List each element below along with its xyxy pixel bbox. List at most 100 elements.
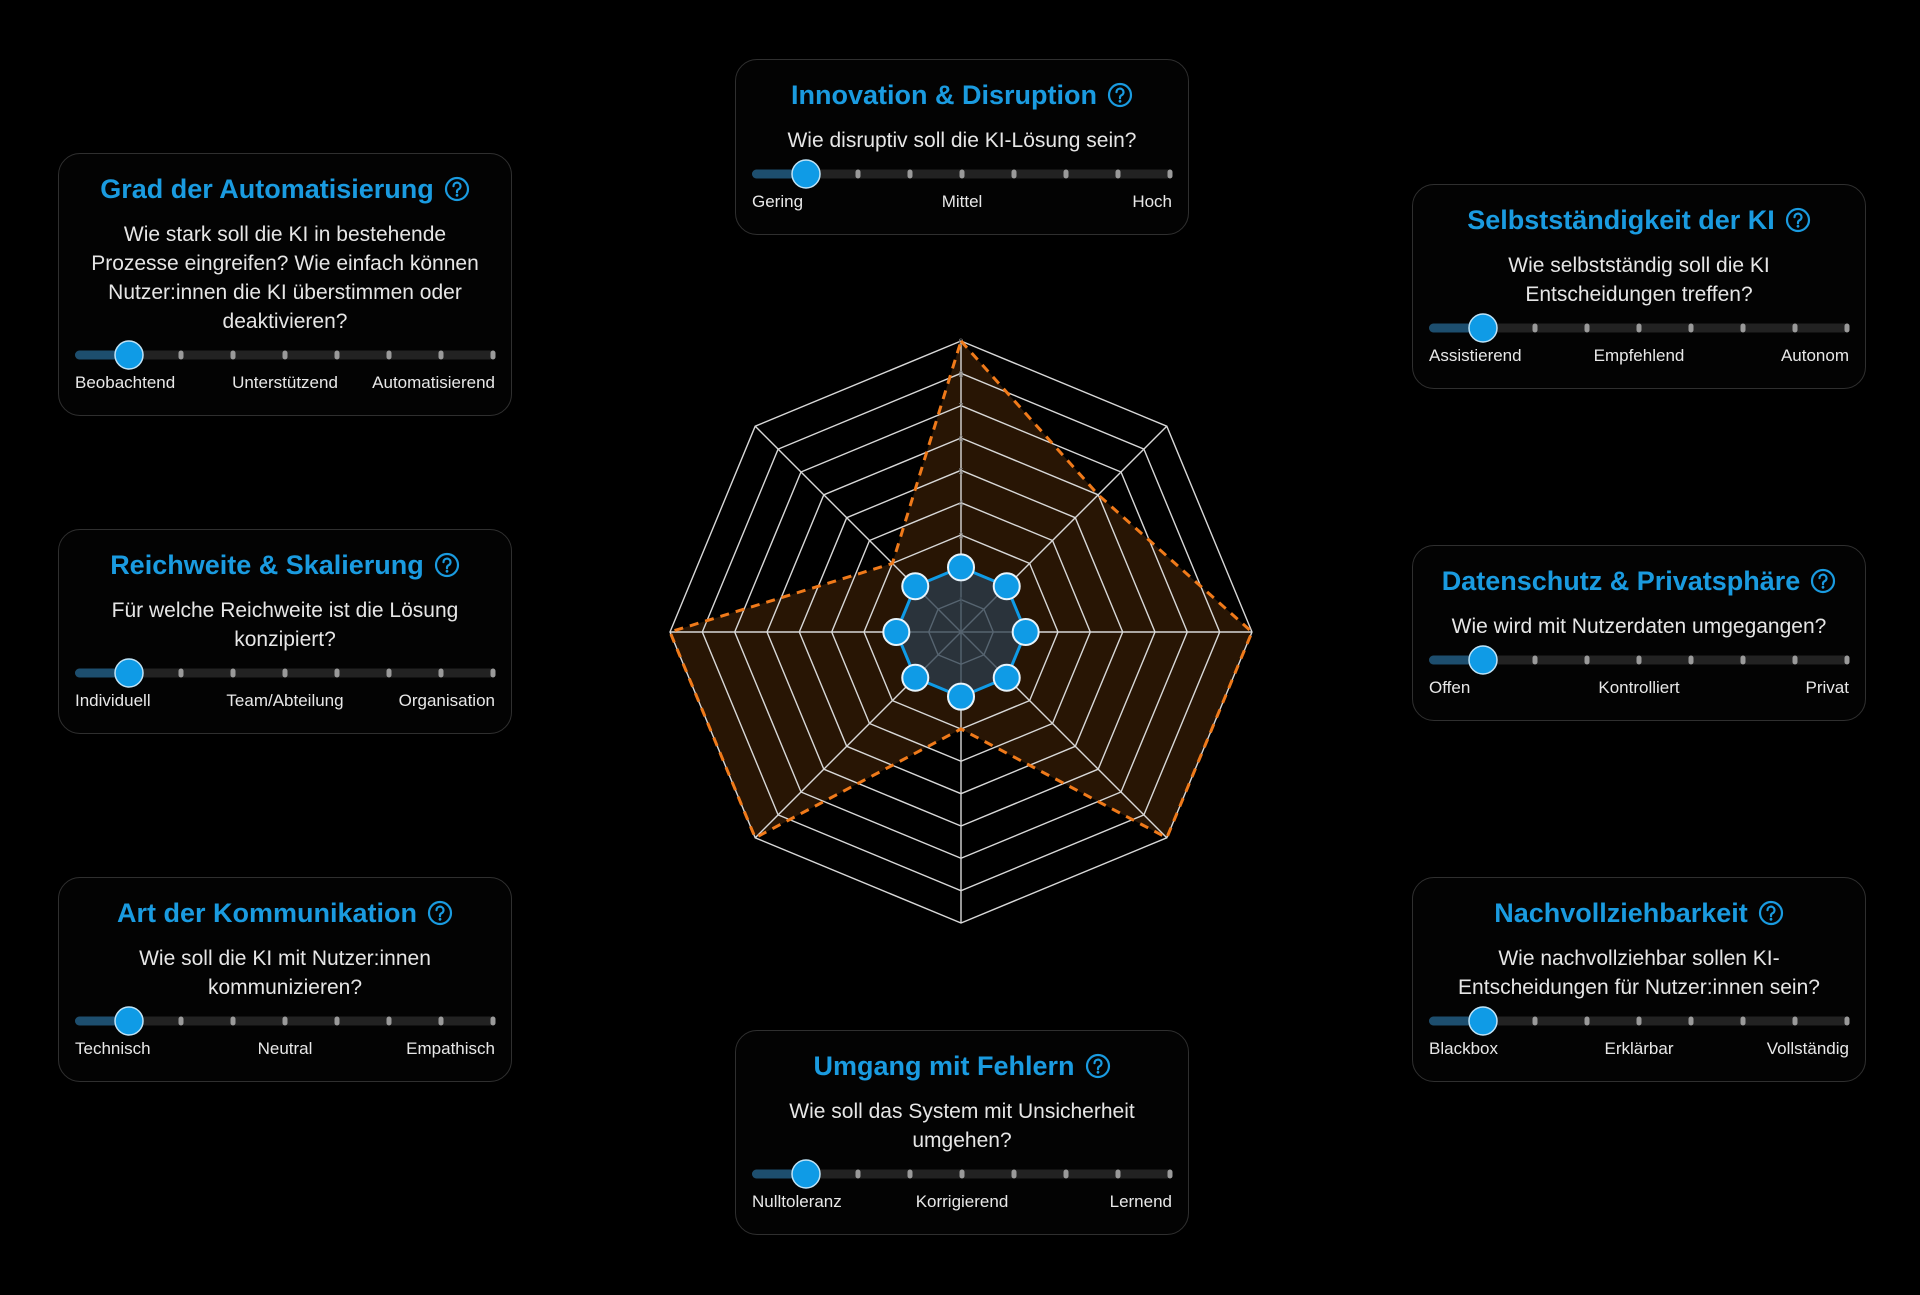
slider-label: Empathisch [406, 1039, 495, 1058]
help-icon-dot [445, 569, 449, 573]
slider[interactable] [1429, 1005, 1850, 1037]
current-point [901, 572, 930, 601]
help-icon-mark [452, 181, 462, 194]
slider-label: Vollständig [1766, 1039, 1849, 1058]
help-icon-dot [1769, 917, 1773, 921]
slider-step [490, 1016, 496, 1026]
slider-knob[interactable] [1468, 645, 1498, 675]
slider-knob[interactable] [114, 1006, 144, 1036]
help-icon-circle [1107, 82, 1133, 108]
slider-label: Blackbox [1429, 1039, 1498, 1058]
help-icon-mark [435, 905, 445, 918]
help-icon-mark [1818, 573, 1828, 586]
slider-step [1688, 323, 1694, 333]
slider[interactable] [75, 339, 496, 371]
slider-labels: Gering Mittel Hoch [752, 190, 1172, 214]
slider-label: Gering [752, 192, 804, 211]
help-icon[interactable] [1085, 1053, 1111, 1079]
slider-labels: Offen Kontrolliert Privat [1429, 676, 1849, 700]
current-point [947, 553, 975, 582]
card-question: Wie disruptiv soll die KI-Lösung sein? [787, 129, 1137, 152]
slider-step [1167, 1169, 1173, 1179]
slider-label: Neutral [257, 1039, 313, 1058]
slider-step [1115, 1169, 1121, 1179]
slider-label: Individuell [75, 691, 151, 710]
slider-step [1740, 323, 1746, 333]
slider-step [1584, 1016, 1590, 1026]
slider-knob[interactable] [1468, 313, 1498, 343]
help-icon[interactable] [434, 552, 460, 578]
slider-label: Kontrolliert [1598, 678, 1680, 697]
slider[interactable] [75, 657, 496, 689]
slider-card: Art der Kommunikation Wie soll die KI mit… [58, 877, 512, 1082]
slider-card: Innovation & Disruption Wie disruptiv sol… [735, 59, 1189, 235]
slider-label: Team/Abteilung [226, 691, 344, 710]
slider-label: Privat [1805, 678, 1849, 697]
slider-step [1688, 1016, 1694, 1026]
slider-knob[interactable] [1468, 1006, 1498, 1036]
help-icon[interactable] [1758, 900, 1784, 926]
slider[interactable] [1429, 312, 1850, 344]
card-question: Wie stark soll die KI in bestehende Proz… [91, 223, 479, 333]
slider-knob[interactable] [791, 159, 821, 189]
slider-knob[interactable] [114, 340, 144, 370]
card-question: Wie soll das System mit Unsicherheit umg… [789, 1100, 1135, 1152]
slider-step [178, 668, 184, 678]
help-icon-mark [442, 557, 452, 570]
card-title-row: Art der Kommunikation [75, 896, 495, 930]
slider-step [1792, 655, 1798, 665]
card-title: Nachvollziehbarkeit [1494, 897, 1748, 928]
slider[interactable] [1429, 644, 1850, 676]
slider-step [1688, 655, 1694, 665]
slider[interactable] [752, 158, 1173, 190]
card-title: Art der Kommunikation [116, 897, 418, 928]
card-title: Innovation & Disruption [791, 79, 1097, 110]
slider-card: Nachvollziehbarkeit Wie nachvollziehbar s… [1412, 877, 1866, 1082]
slider-card: Umgang mit Fehlern Wie soll das System mi… [735, 1030, 1189, 1235]
slider-label: Autonom [1780, 346, 1849, 365]
slider-step [230, 350, 236, 360]
slider-step [959, 169, 965, 179]
slider-step [1011, 169, 1017, 179]
slider-label: Assistierend [1429, 346, 1522, 365]
slider-label: Mittel [941, 192, 983, 211]
slider-knob[interactable] [114, 658, 144, 688]
help-icon-dot [1118, 99, 1122, 103]
ring-label: 7 [958, 402, 963, 412]
help-icon-mark [1793, 212, 1803, 225]
help-icon-dot [455, 193, 459, 197]
slider-step [907, 1169, 913, 1179]
help-icon[interactable] [1107, 82, 1133, 108]
card-title-row: Innovation & Disruption [752, 78, 1172, 112]
slider-step [1740, 655, 1746, 665]
slider-step [855, 169, 861, 179]
slider-step [1115, 169, 1121, 179]
ring-label: 4 [958, 499, 963, 509]
slider-step [490, 350, 496, 360]
slider-label: Technisch [75, 1039, 151, 1058]
slider-card: Grad der Automatisierung Wie stark soll d… [58, 153, 512, 416]
slider[interactable] [75, 1005, 496, 1037]
current-point [947, 682, 975, 711]
slider-step [907, 169, 913, 179]
slider-label: Automatisierend [372, 373, 495, 392]
help-icon[interactable] [1785, 207, 1811, 233]
help-icon-circle [434, 552, 459, 578]
help-icon[interactable] [427, 900, 453, 926]
slider-step [1844, 1016, 1850, 1026]
slider-step [178, 1016, 184, 1026]
slider-knob[interactable] [791, 1159, 821, 1189]
slider-step [1532, 655, 1538, 665]
help-icon[interactable] [444, 176, 470, 202]
slider-label: Unterstützend [232, 373, 338, 392]
slider-card: Datenschutz & Privatsphäre Wie wird mit N… [1412, 545, 1866, 721]
target-outline [667, 338, 1254, 840]
help-icon[interactable] [1810, 568, 1836, 594]
help-icon-mark [1115, 87, 1125, 100]
slider[interactable] [752, 1158, 1173, 1190]
help-icon-dot [1821, 585, 1825, 589]
slider-step [230, 668, 236, 678]
ring-label: 5 [958, 466, 963, 476]
slider-step [386, 350, 392, 360]
